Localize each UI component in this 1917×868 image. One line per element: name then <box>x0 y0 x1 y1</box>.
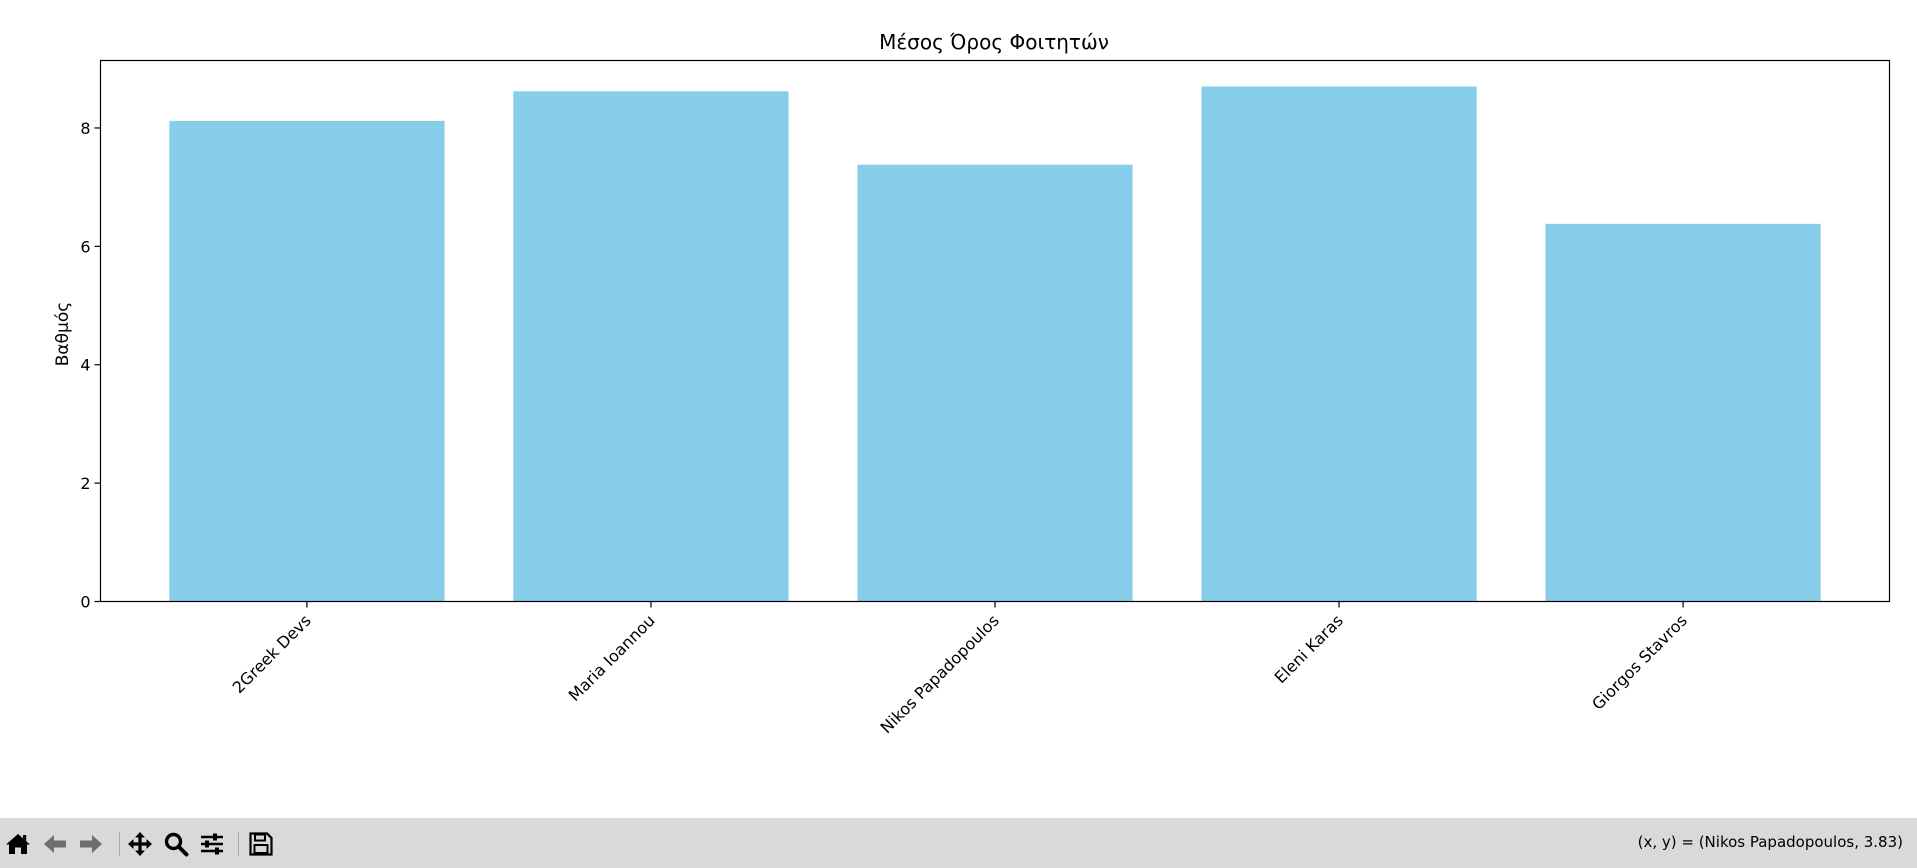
home-icon <box>6 834 30 854</box>
y-axis-label: Βαθμός <box>53 302 73 366</box>
zoom-icon <box>164 832 189 857</box>
x-tick-label: Eleni Karas <box>1271 611 1347 687</box>
y-tick-label: 6 <box>80 237 90 256</box>
bar-chart: Μέσος Όρος Φοιτητών Βαθμός 0 2 4 6 8 2Greek … <box>53 30 1891 737</box>
pan-button[interactable] <box>127 831 153 857</box>
save-button[interactable] <box>248 831 274 857</box>
x-tick-label: Giorgos Stavros <box>1588 611 1691 714</box>
y-tick-label: 8 <box>80 119 90 138</box>
back-icon <box>44 835 66 853</box>
navigation-toolbar: (x, y) = (Nikos Papadopoulos, 3.83) <box>0 818 1917 868</box>
bar-maria-ioannou <box>513 91 789 602</box>
bar-nikos-papadopoulos <box>857 164 1133 602</box>
configure-subplots-button[interactable] <box>199 831 225 857</box>
bar-eleni-karas <box>1201 86 1477 602</box>
x-tick-label: 2Greek Devs <box>229 611 315 697</box>
forward-button[interactable] <box>78 831 104 857</box>
x-axis-ticks: 2Greek Devs Maria Ioannou Nikos Papadopoul… <box>229 601 1691 737</box>
x-tick-label: Nikos Papadopoulos <box>877 611 1003 737</box>
plot-area-frame <box>99 59 1891 603</box>
configure-subplots-icon <box>201 833 223 855</box>
forward-icon <box>80 835 102 853</box>
home-button[interactable] <box>5 831 31 857</box>
bars-group <box>169 86 1821 602</box>
y-axis-ticks: 0 2 4 6 8 <box>80 119 101 612</box>
back-button[interactable] <box>42 831 68 857</box>
y-tick-label: 2 <box>80 474 90 493</box>
pan-icon <box>128 832 152 856</box>
y-tick-label: 4 <box>80 356 90 375</box>
toolbar-separator <box>119 832 120 856</box>
bar-2greek-devs <box>169 120 445 602</box>
zoom-button[interactable] <box>163 831 189 857</box>
toolbar-separator <box>238 832 239 856</box>
y-tick-label: 0 <box>80 593 90 612</box>
save-icon <box>249 832 273 856</box>
x-tick-label: Maria Ioannou <box>565 611 659 705</box>
chart-title: Μέσος Όρος Φοιτητών <box>879 30 1109 54</box>
bar-giorgos-stavros <box>1545 223 1821 602</box>
cursor-coordinates-readout: (x, y) = (Nikos Papadopoulos, 3.83) <box>1637 833 1903 851</box>
